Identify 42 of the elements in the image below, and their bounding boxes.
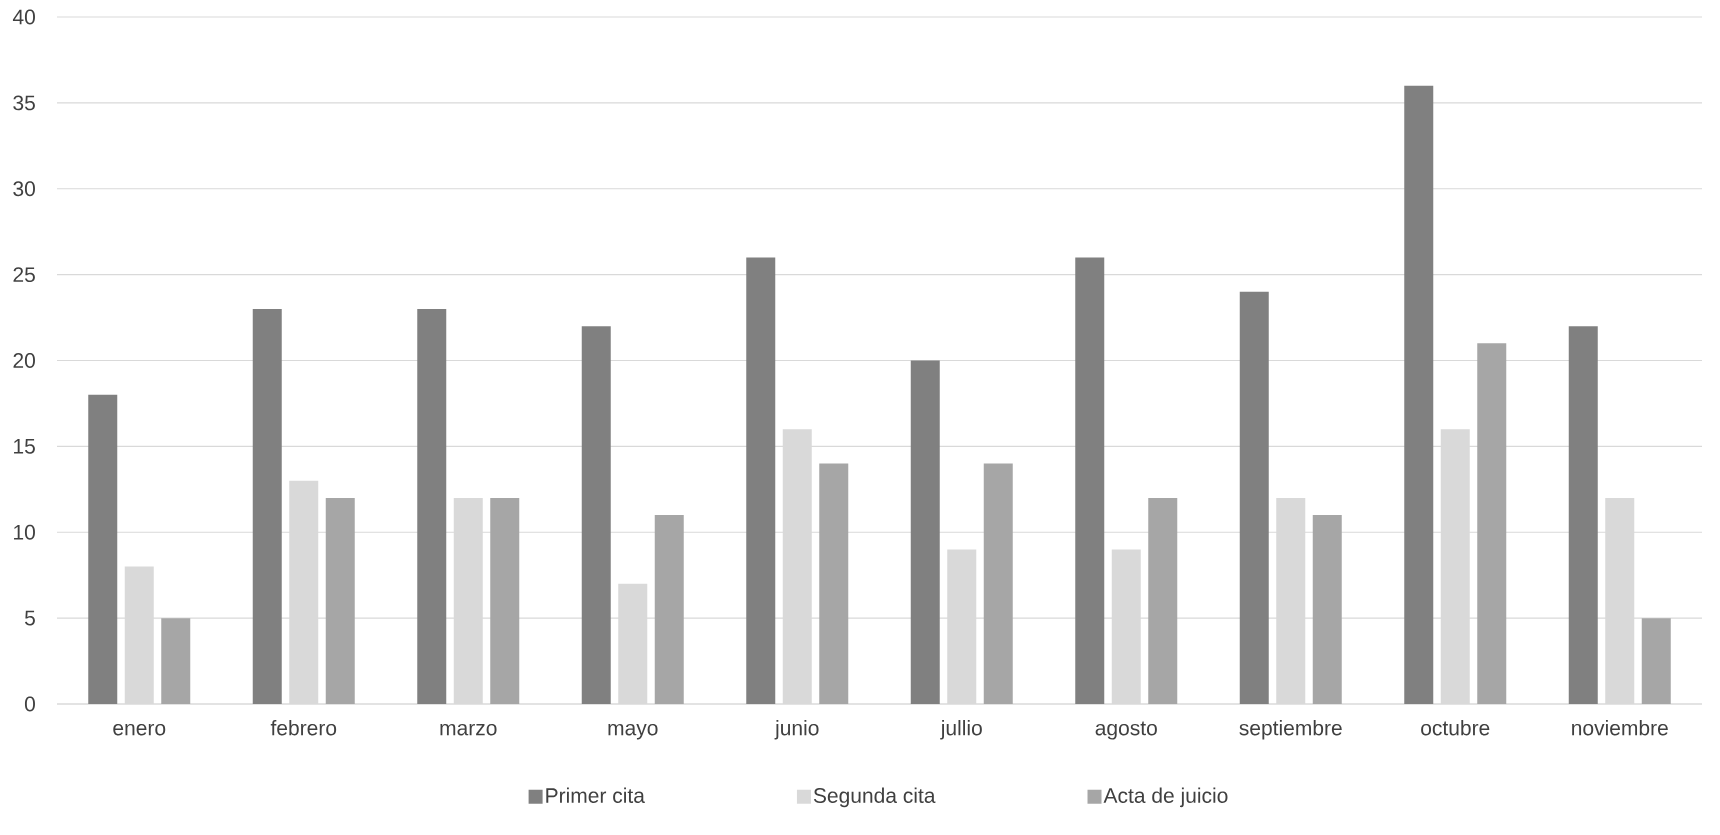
bar	[983, 463, 1013, 704]
x-tick-label: noviembre	[1572, 719, 1668, 736]
bar	[1641, 618, 1671, 704]
bar	[490, 497, 520, 704]
bar	[1477, 343, 1507, 704]
x-tick-label: agosto	[1095, 721, 1157, 740]
x-tick-label: septiembre	[1239, 719, 1342, 740]
y-tick-label: 10	[14, 524, 35, 540]
y-tick-label: 20	[13, 353, 35, 368]
bar	[581, 326, 611, 704]
x-tick-label: marzo	[440, 723, 497, 736]
y-tick-label: 35	[13, 95, 35, 111]
bar	[910, 360, 940, 704]
bar	[1568, 326, 1598, 704]
x-tick-label: junio	[774, 719, 819, 740]
x-tick-label: mayo	[608, 723, 658, 740]
bar	[819, 463, 849, 704]
bar	[1239, 291, 1269, 704]
bar	[1312, 515, 1342, 704]
bar	[654, 515, 684, 704]
bar	[417, 308, 447, 704]
y-tick-label: 15	[14, 439, 35, 454]
y-tick-label: 25	[13, 267, 35, 283]
legend-label: Segunda cita	[813, 787, 936, 808]
bar	[88, 394, 118, 704]
y-tick-label: 5	[24, 610, 35, 626]
y-tick-label: 0	[24, 696, 35, 712]
legend-label: Primer cita	[546, 787, 645, 803]
bar	[1075, 257, 1105, 704]
x-tick-label: jullio	[940, 719, 982, 740]
x-tick-label: febrero	[270, 719, 337, 736]
x-tick-label: enero	[113, 723, 166, 736]
x-tick-label: octubre	[1421, 719, 1490, 736]
bar	[325, 497, 355, 704]
y-tick-label: 40	[12, 9, 35, 25]
bar	[252, 308, 282, 704]
legend-label: Acta de juicio	[1103, 787, 1228, 808]
y-tick-label: 30	[13, 181, 35, 197]
bar	[746, 257, 776, 704]
bar	[161, 618, 191, 704]
bar	[1404, 85, 1434, 704]
bar	[1148, 497, 1178, 704]
